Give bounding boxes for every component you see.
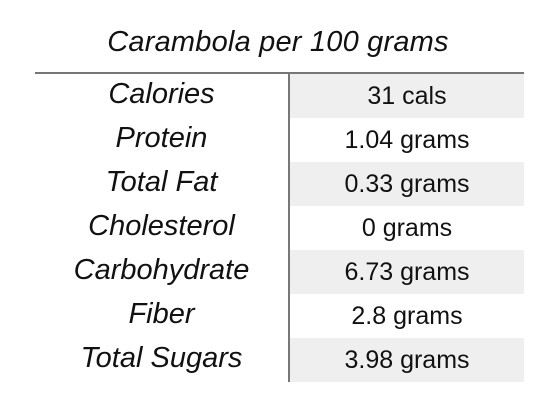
table-row: Cholesterol 0 grams — [35, 206, 524, 250]
header-rule — [35, 72, 524, 74]
table-row: Carbohydrate 6.73 grams — [35, 250, 524, 294]
row-label: Total Fat — [105, 166, 218, 198]
row-label: Calories — [108, 78, 215, 110]
row-value: 0 grams — [361, 214, 453, 242]
nutrition-table: Calories 31 cals Protein 1.04 grams Tota… — [35, 74, 524, 382]
table-row: Total Fat 0.33 grams — [35, 162, 524, 206]
table-row: Total Sugars 3.98 grams — [35, 338, 524, 382]
table-row: Calories 31 cals — [35, 74, 524, 118]
row-value: 31 cals — [290, 74, 524, 118]
row-value: 6.73 grams — [290, 250, 524, 294]
row-label: Cholesterol — [88, 210, 235, 242]
row-value: 0.33 grams — [290, 162, 524, 206]
table-row: Fiber 2.8 grams — [35, 294, 524, 338]
row-label: Protein — [115, 122, 208, 154]
row-label: Total Sugars — [80, 342, 243, 374]
row-value: 3.98 grams — [290, 338, 524, 382]
row-label: Fiber — [128, 298, 195, 330]
table-row: Protein 1.04 grams — [35, 118, 524, 162]
row-value: 2.8 grams — [351, 302, 463, 330]
column-divider — [288, 73, 290, 382]
table-title: Carambola per 100 grams — [107, 26, 449, 58]
row-label: Carbohydrate — [73, 254, 250, 286]
row-value: 1.04 grams — [344, 126, 470, 154]
